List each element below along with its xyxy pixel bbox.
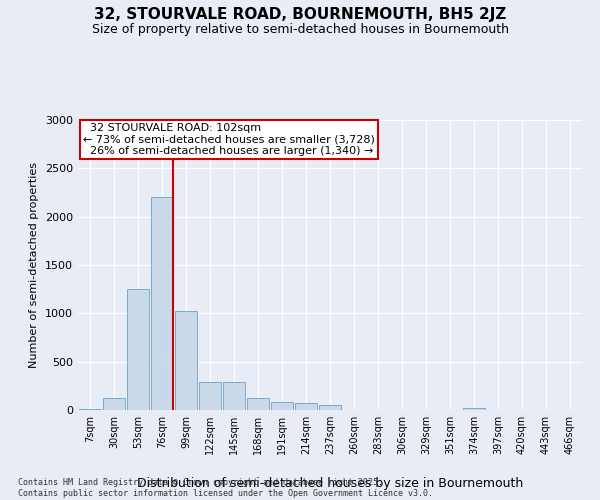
Text: 32 STOURVALE ROAD: 102sqm
← 73% of semi-detached houses are smaller (3,728)
  26: 32 STOURVALE ROAD: 102sqm ← 73% of semi-… bbox=[83, 123, 375, 156]
Bar bbox=[79, 409, 101, 410]
Bar bbox=[463, 408, 485, 410]
Bar bbox=[223, 382, 245, 410]
Text: 32, STOURVALE ROAD, BOURNEMOUTH, BH5 2JZ: 32, STOURVALE ROAD, BOURNEMOUTH, BH5 2JZ bbox=[94, 8, 506, 22]
Text: Contains HM Land Registry data © Crown copyright and database right 2025.
Contai: Contains HM Land Registry data © Crown c… bbox=[18, 478, 433, 498]
Bar bbox=[175, 312, 197, 410]
Text: Size of property relative to semi-detached houses in Bournemouth: Size of property relative to semi-detach… bbox=[91, 22, 509, 36]
Bar bbox=[295, 403, 317, 410]
Text: Distribution of semi-detached houses by size in Bournemouth: Distribution of semi-detached houses by … bbox=[137, 477, 523, 490]
Bar bbox=[199, 382, 221, 410]
Bar bbox=[127, 289, 149, 410]
Bar bbox=[151, 198, 173, 410]
Bar bbox=[319, 404, 341, 410]
Bar bbox=[271, 402, 293, 410]
Y-axis label: Number of semi-detached properties: Number of semi-detached properties bbox=[29, 162, 40, 368]
Bar bbox=[247, 398, 269, 410]
Bar bbox=[103, 398, 125, 410]
